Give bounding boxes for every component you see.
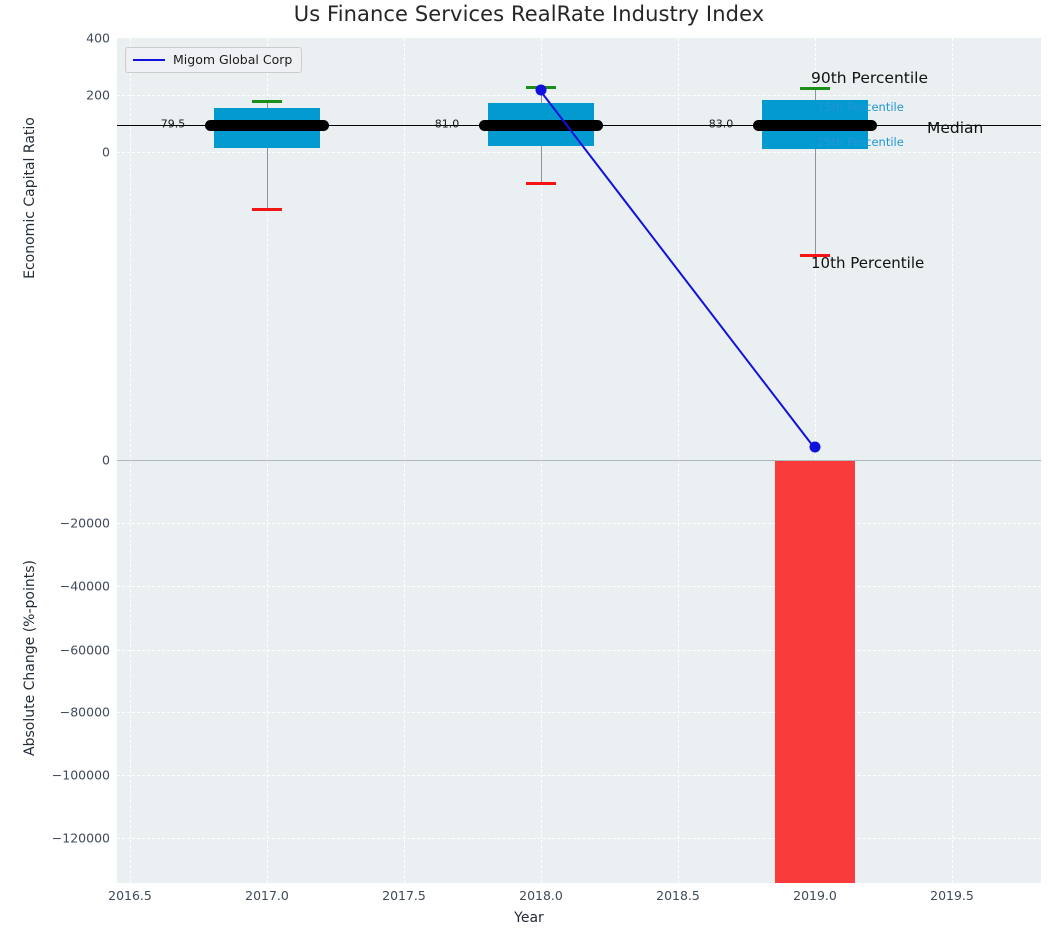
ytick-lower-40000: −40000 bbox=[59, 578, 110, 594]
series-point-2018[interactable] bbox=[535, 84, 547, 96]
legend[interactable]: Migom Global Corp bbox=[125, 47, 303, 73]
gridline-y--100000 bbox=[117, 775, 1041, 776]
ytick-lower-20000: −20000 bbox=[59, 515, 110, 531]
gridline-y--120000 bbox=[117, 838, 1041, 839]
annotation-median: Median bbox=[927, 119, 984, 137]
annotation-10th-percentile: 10th Percentile bbox=[811, 254, 925, 272]
xtick-2017-0: 2017.0 bbox=[245, 888, 289, 903]
xtick-2019-0: 2019.0 bbox=[793, 888, 837, 903]
median-bar-2019 bbox=[753, 120, 877, 131]
gridline-y-0-upper bbox=[117, 152, 1041, 153]
legend-line-swatch bbox=[133, 59, 165, 61]
gridline-y--40000 bbox=[117, 586, 1041, 587]
xtick-2019-5: 2019.5 bbox=[930, 888, 974, 903]
annotation-90th-percentile: 90th Percentile bbox=[811, 69, 929, 87]
ytick-upper-200: 200 bbox=[86, 87, 110, 103]
ytick-lower-0: 0 bbox=[102, 452, 110, 468]
legend-item-label: Migom Global Corp bbox=[173, 52, 293, 67]
page-title: Us Finance Services RealRate Industry In… bbox=[293, 2, 765, 26]
ytick-upper-0: 0 bbox=[102, 144, 110, 160]
gridline-y--60000 bbox=[117, 650, 1041, 651]
ytick-lower-100000: −100000 bbox=[51, 767, 110, 783]
median-label-2017: 79.5 bbox=[160, 117, 186, 131]
xtick-2018-0: 2018.0 bbox=[519, 888, 563, 903]
median-bar-2018 bbox=[479, 120, 603, 131]
ytick-upper-400: 400 bbox=[86, 30, 110, 46]
whisker-2017 bbox=[267, 100, 268, 208]
median-bar-2017 bbox=[205, 120, 329, 131]
y-axis-title-lower: Absolute Change (%-points) bbox=[22, 560, 38, 756]
zero-axis-line bbox=[117, 460, 1041, 461]
ytick-lower-80000: −80000 bbox=[59, 704, 110, 720]
ytick-lower-120000: −120000 bbox=[51, 830, 110, 846]
plot-area: 79.5 81.0 83.0 90th Percentile 75th Perc… bbox=[117, 38, 1041, 883]
whisker-2019 bbox=[815, 87, 816, 254]
cap-p10-2018 bbox=[526, 182, 556, 185]
xtick-2016-5: 2016.5 bbox=[108, 888, 152, 903]
change-bar-2019 bbox=[775, 461, 855, 883]
median-label-2019: 83.0 bbox=[708, 117, 734, 131]
series-point-2019[interactable] bbox=[809, 441, 821, 453]
annotation-75th-percentile: 75th Percentile bbox=[817, 100, 904, 114]
gridline-y-200 bbox=[117, 95, 1041, 96]
cap-p90-2017 bbox=[252, 100, 282, 103]
xtick-2018-5: 2018.5 bbox=[656, 888, 700, 903]
xtick-2017-5: 2017.5 bbox=[382, 888, 426, 903]
y-axis-tick-labels: 400 200 0 0 −20000 −40000 −60000 −80000 … bbox=[0, 0, 110, 942]
median-label-2018: 81.0 bbox=[434, 117, 460, 131]
ytick-lower-60000: −60000 bbox=[59, 642, 110, 658]
annotation-25th-percentile: 25th Percentile bbox=[817, 135, 904, 149]
x-axis-title: Year bbox=[514, 910, 544, 926]
cap-p10-2019 bbox=[800, 254, 830, 257]
gridline-y--20000 bbox=[117, 523, 1041, 524]
gridline-y--80000 bbox=[117, 712, 1041, 713]
cap-p10-2017 bbox=[252, 208, 282, 211]
y-axis-title-upper: Economic Capital Ratio bbox=[22, 117, 38, 279]
cap-p90-2019 bbox=[800, 87, 830, 90]
